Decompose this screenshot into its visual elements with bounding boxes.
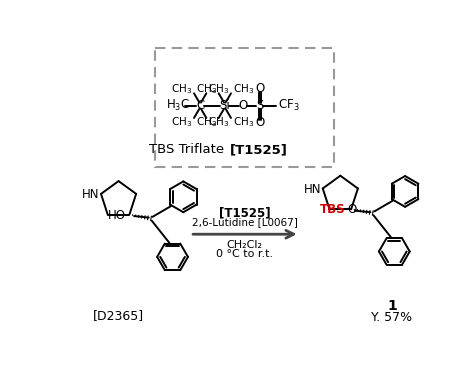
Text: CH$_3$: CH$_3$	[208, 82, 228, 95]
Text: [T1525]: [T1525]	[230, 143, 288, 156]
Text: HN: HN	[303, 183, 320, 196]
Text: CH$_3$: CH$_3$	[171, 82, 192, 95]
Text: O: O	[255, 82, 264, 95]
Text: O: O	[347, 203, 356, 217]
Text: HN: HN	[82, 188, 99, 201]
Text: 1: 1	[387, 299, 396, 313]
Text: CH$_3$: CH$_3$	[232, 116, 253, 130]
Text: TBS: TBS	[319, 203, 344, 217]
Text: CH₂Cl₂: CH₂Cl₂	[227, 240, 262, 250]
Text: Si: Si	[219, 99, 230, 112]
Text: HO: HO	[108, 209, 126, 222]
Text: Y. 57%: Y. 57%	[371, 311, 412, 324]
Text: 0 °C to r.t.: 0 °C to r.t.	[216, 249, 273, 259]
Text: CH$_3$: CH$_3$	[208, 116, 228, 130]
Text: O: O	[238, 99, 248, 112]
Text: 2,6-Lutidine [L0067]: 2,6-Lutidine [L0067]	[191, 217, 297, 227]
Text: CH$_3$: CH$_3$	[196, 116, 217, 130]
Text: CH$_3$: CH$_3$	[232, 82, 253, 95]
Text: CH$_3$: CH$_3$	[196, 82, 217, 95]
Text: CH$_3$: CH$_3$	[171, 116, 192, 130]
Text: TBS Triflate: TBS Triflate	[149, 143, 228, 156]
Text: [D2365]: [D2365]	[93, 309, 144, 322]
Text: CF$_3$: CF$_3$	[278, 98, 299, 113]
Text: C: C	[196, 99, 204, 112]
Bar	[154, 48, 334, 167]
Text: H$_3$C: H$_3$C	[166, 98, 189, 113]
Text: S: S	[255, 99, 263, 112]
Text: [T1525]: [T1525]	[218, 206, 270, 219]
Text: O: O	[255, 116, 264, 129]
